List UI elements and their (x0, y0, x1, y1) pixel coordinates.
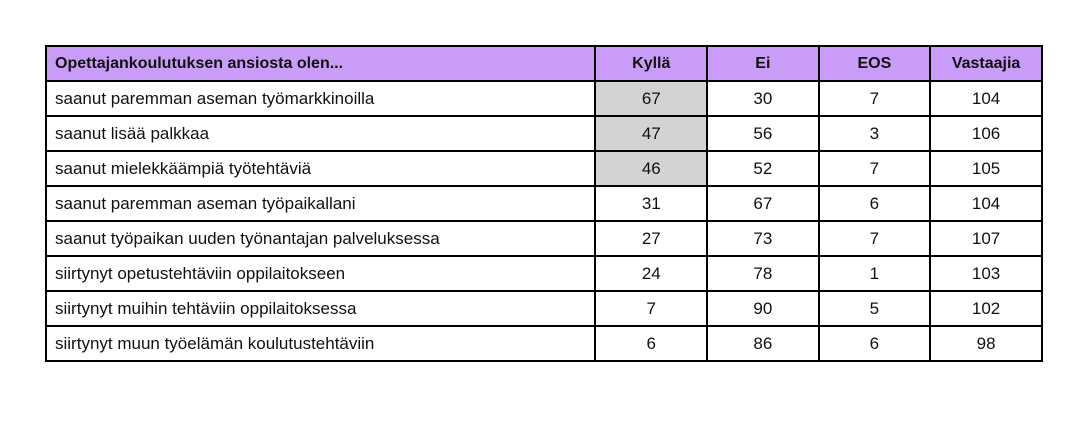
table-row: saanut mielekkäämpiä työtehtäviä 46 52 7 105 (44, 150, 1043, 187)
value-cell: 31 (594, 185, 709, 222)
value-cell: 107 (929, 220, 1043, 257)
row-label: saanut paremman aseman työmarkkinoilla (44, 80, 597, 117)
value-cell: 67 (706, 185, 820, 222)
table-row: siirtynyt muihin tehtäviin oppilaitokses… (44, 290, 1043, 327)
value-cell: 3 (817, 115, 932, 152)
table-row: saanut paremman aseman työmarkkinoilla 67… (44, 80, 1043, 117)
row-label: siirtynyt opetustehtäviin oppilaitokseen (44, 255, 597, 292)
value-cell: 103 (929, 255, 1043, 292)
value-cell: 78 (706, 255, 820, 292)
value-cell: 86 (706, 325, 820, 362)
header-cell: Opettajankoulutuksen ansiosta olen... (44, 45, 597, 82)
value-cell: 52 (706, 150, 820, 187)
value-cell: 7 (817, 220, 932, 257)
row-label: saanut paremman aseman työpaikallani (44, 185, 597, 222)
value-cell: 56 (706, 115, 820, 152)
value-cell: 6 (817, 325, 932, 362)
value-cell: 67 (594, 80, 709, 117)
value-cell: 7 (817, 80, 932, 117)
table-body: saanut paremman aseman työmarkkinoilla 67… (44, 80, 1043, 362)
value-cell: 7 (817, 150, 932, 187)
value-cell: 104 (929, 80, 1043, 117)
results-table: Opettajankoulutuksen ansiosta olen... Kyl… (44, 45, 1043, 362)
value-cell: 46 (594, 150, 709, 187)
value-cell: 7 (594, 290, 709, 327)
header-cell: Ei (706, 45, 820, 82)
value-cell: 105 (929, 150, 1043, 187)
value-cell: 30 (706, 80, 820, 117)
value-cell: 27 (594, 220, 709, 257)
row-label: siirtynyt muihin tehtäviin oppilaitokses… (44, 290, 597, 327)
value-cell: 90 (706, 290, 820, 327)
table-row: saanut lisää palkkaa 47 56 3 106 (44, 115, 1043, 152)
table-row: saanut työpaikan uuden työnantajan palve… (44, 220, 1043, 257)
header-cell: EOS (817, 45, 932, 82)
header-cell: Kyllä (594, 45, 709, 82)
header-row: Opettajankoulutuksen ansiosta olen... Kyl… (44, 45, 1043, 82)
value-cell: 5 (817, 290, 932, 327)
header-cell: Vastaajia (929, 45, 1043, 82)
row-label: siirtynyt muun työelämän koulutustehtävi… (44, 325, 597, 362)
table-row: siirtynyt muun työelämän koulutustehtävi… (44, 325, 1043, 362)
value-cell: 73 (706, 220, 820, 257)
value-cell: 1 (817, 255, 932, 292)
value-cell: 98 (929, 325, 1043, 362)
row-label: saanut lisää palkkaa (44, 115, 597, 152)
row-label: saanut mielekkäämpiä työtehtäviä (44, 150, 597, 187)
row-label: saanut työpaikan uuden työnantajan palve… (44, 220, 597, 257)
value-cell: 47 (594, 115, 709, 152)
value-cell: 6 (817, 185, 932, 222)
value-cell: 102 (929, 290, 1043, 327)
value-cell: 106 (929, 115, 1043, 152)
table-row: siirtynyt opetustehtäviin oppilaitokseen… (44, 255, 1043, 292)
value-cell: 6 (594, 325, 709, 362)
table-row: saanut paremman aseman työpaikallani 31 67… (44, 185, 1043, 222)
value-cell: 104 (929, 185, 1043, 222)
value-cell: 24 (594, 255, 709, 292)
